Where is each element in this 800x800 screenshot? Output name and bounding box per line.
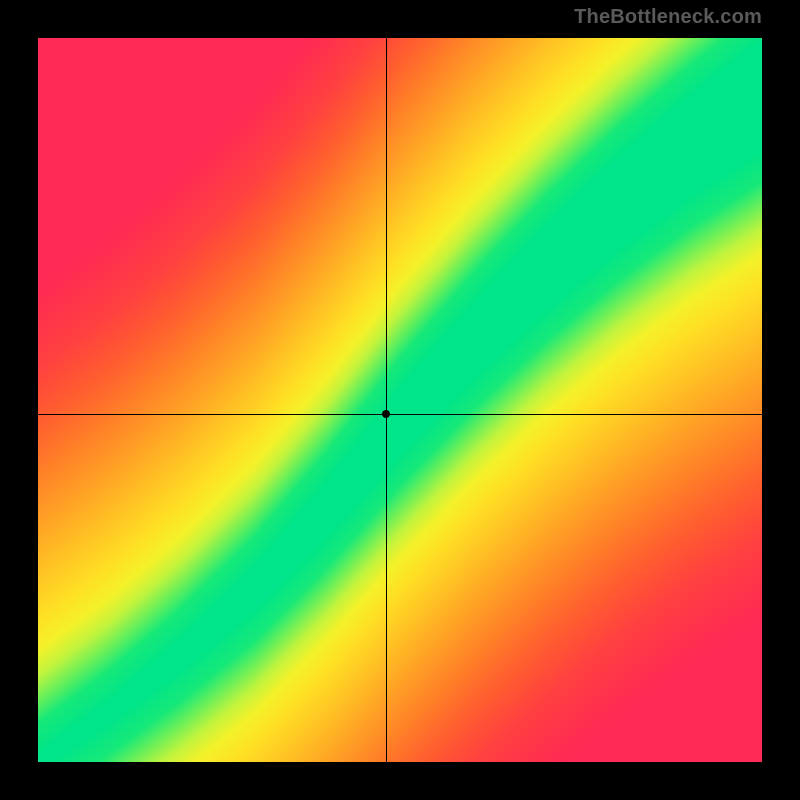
crosshair-vertical: [386, 38, 387, 762]
watermark-text: TheBottleneck.com: [574, 6, 762, 29]
heatmap-plot: [38, 38, 762, 762]
marker-dot: [382, 410, 390, 418]
outer-frame: TheBottleneck.com: [0, 0, 800, 800]
crosshair-horizontal: [38, 414, 762, 415]
heatmap-canvas: [38, 38, 762, 762]
